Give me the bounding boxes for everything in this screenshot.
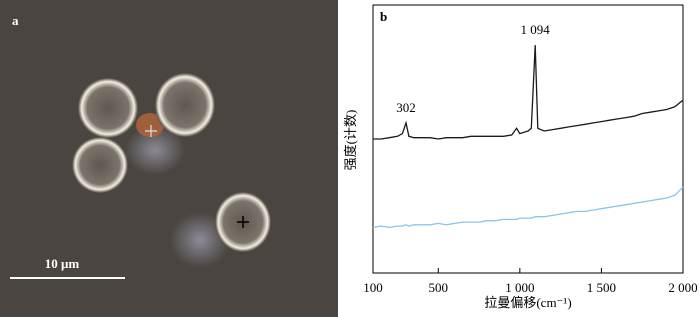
spectrum-line	[372, 186, 684, 229]
scale-bar-label: 10 μm	[45, 256, 80, 271]
peak-annotation: 302	[396, 100, 416, 115]
x-tick-label: 1 500	[587, 280, 616, 295]
x-tick-label: 100	[363, 280, 383, 295]
peak-annotation: 1 094	[521, 22, 551, 37]
x-axis-label: 拉曼偏移(cm⁻¹)	[484, 295, 571, 310]
micrograph: a 10 μm	[0, 0, 338, 317]
x-tick-label: 2 000	[668, 280, 697, 295]
panel-label: b	[380, 9, 387, 24]
plot-frame	[372, 4, 684, 274]
x-tick-label: 500	[429, 280, 449, 295]
spectrum-line	[373, 45, 684, 140]
x-tick-label: 1 000	[505, 280, 534, 295]
panel-label: a	[12, 13, 19, 28]
y-axis-label: 强度(计数)	[343, 110, 358, 171]
